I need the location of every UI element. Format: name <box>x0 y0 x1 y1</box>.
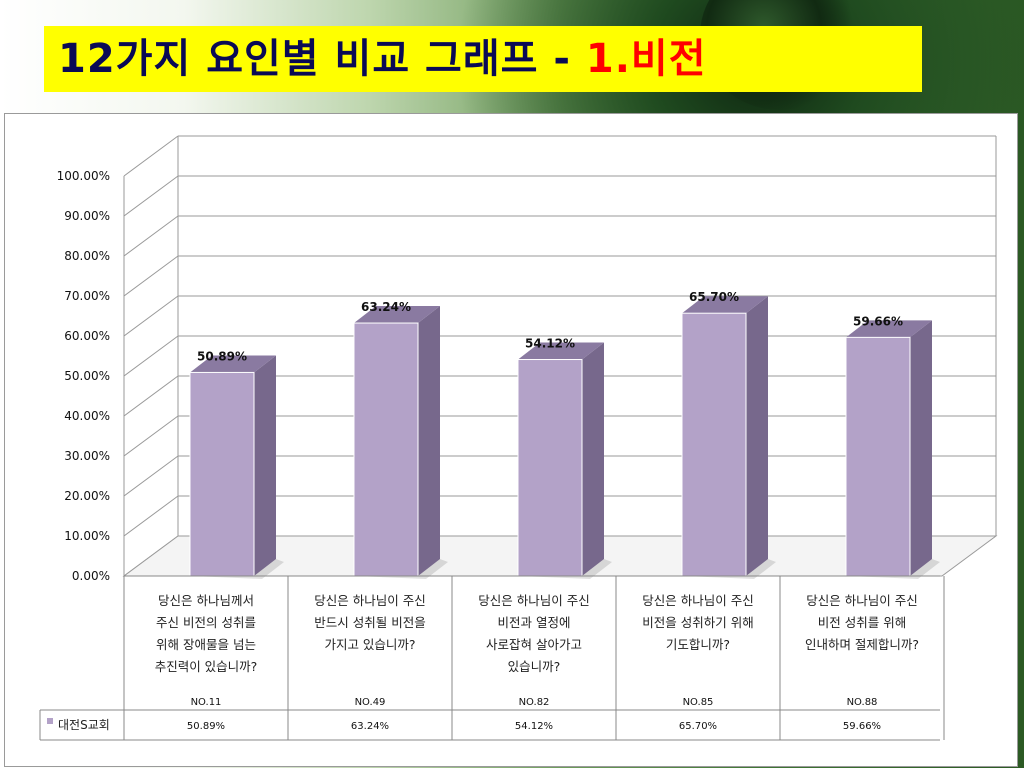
y-tick-label: 90.00% <box>64 209 110 223</box>
category-label: 당신은 하나님이 주신 <box>478 593 589 608</box>
category-label: 주신 비전의 성취를 <box>156 615 256 630</box>
category-label: 위해 장애물을 넘는 <box>156 637 256 652</box>
table-value: 63.24% <box>351 721 389 732</box>
legend-label: 대전S교회 <box>58 718 110 732</box>
bar-side <box>910 320 932 576</box>
category-code: NO.88 <box>847 697 878 708</box>
category-label: 당신은 하나님이 주신 <box>642 593 753 608</box>
category-label: 추진력이 있습니까? <box>155 659 258 674</box>
legend-swatch <box>47 718 53 724</box>
category-label: 비전 성취를 위해 <box>818 615 906 630</box>
gridline-diagonal <box>123 135 179 177</box>
category-label: 비전과 열정에 <box>498 615 571 630</box>
data-label: 54.12% <box>525 337 575 351</box>
y-tick-label: 50.00% <box>64 369 110 383</box>
bar <box>353 322 419 577</box>
category-code: NO.85 <box>683 697 714 708</box>
gridline-diagonal <box>123 415 179 457</box>
bar-side <box>746 296 768 576</box>
gridline-diagonal <box>123 295 179 337</box>
gridline-diagonal <box>123 215 179 257</box>
y-tick-label: 80.00% <box>64 249 110 263</box>
y-tick-label: 60.00% <box>64 329 110 343</box>
category-label: 당신은 하나님이 주신 <box>314 593 425 608</box>
bar <box>681 312 747 577</box>
bar-top <box>682 296 768 314</box>
y-tick-label: 70.00% <box>64 289 110 303</box>
bar <box>845 336 911 577</box>
title-main: 12가지 요인별 비교 그래프 - <box>58 36 586 82</box>
category-label: 기도합니까? <box>666 637 730 652</box>
gridline-diagonal <box>123 175 179 217</box>
y-tick-label: 10.00% <box>64 529 110 543</box>
data-label: 65.70% <box>689 290 739 304</box>
title-accent: 1.비전 <box>585 36 707 82</box>
title-banner: 12가지 요인별 비교 그래프 - 1.비전 <box>44 26 922 92</box>
category-label: 있습니까? <box>508 659 561 674</box>
data-label: 59.66% <box>853 314 903 328</box>
gridline-diagonal <box>123 375 179 417</box>
category-label: 당신은 하나님께서 <box>158 593 254 608</box>
category-label: 비전을 성취하기 위해 <box>642 615 753 630</box>
category-label: 사로잡혀 살아가고 <box>486 637 582 652</box>
bar-top <box>354 306 440 324</box>
gridline-diagonal <box>123 255 179 297</box>
category-label: 인내하며 절제합니까? <box>805 637 919 652</box>
gridline-diagonal <box>123 495 179 537</box>
bar-side <box>418 306 440 576</box>
bar-top <box>190 355 276 373</box>
category-code: NO.82 <box>519 697 550 708</box>
bar-side <box>254 355 276 576</box>
data-label: 63.24% <box>361 300 411 314</box>
data-label: 50.89% <box>197 349 247 363</box>
category-label: 가지고 있습니까? <box>324 637 415 652</box>
table-value: 59.66% <box>843 721 881 732</box>
table-value: 65.70% <box>679 721 717 732</box>
y-tick-label: 40.00% <box>64 409 110 423</box>
bar-side <box>582 342 604 576</box>
table-value: 54.12% <box>515 721 553 732</box>
y-tick-label: 100.00% <box>57 169 110 183</box>
category-code: NO.49 <box>355 697 386 708</box>
table-value: 50.89% <box>187 721 225 732</box>
bar-top <box>846 320 932 338</box>
category-label: 반드시 성취될 비전을 <box>314 615 425 630</box>
y-tick-label: 20.00% <box>64 489 110 503</box>
bar <box>517 359 583 577</box>
y-tick-label: 30.00% <box>64 449 110 463</box>
gridline-diagonal <box>123 455 179 497</box>
y-tick-label: 0.00% <box>72 569 110 583</box>
category-label: 당신은 하나님이 주신 <box>806 593 917 608</box>
bar <box>189 371 255 577</box>
bar-top <box>518 342 604 360</box>
slide-title: 12가지 요인별 비교 그래프 - 1.비전 <box>58 30 707 88</box>
category-code: NO.11 <box>191 697 222 708</box>
gridline-diagonal <box>123 335 179 377</box>
